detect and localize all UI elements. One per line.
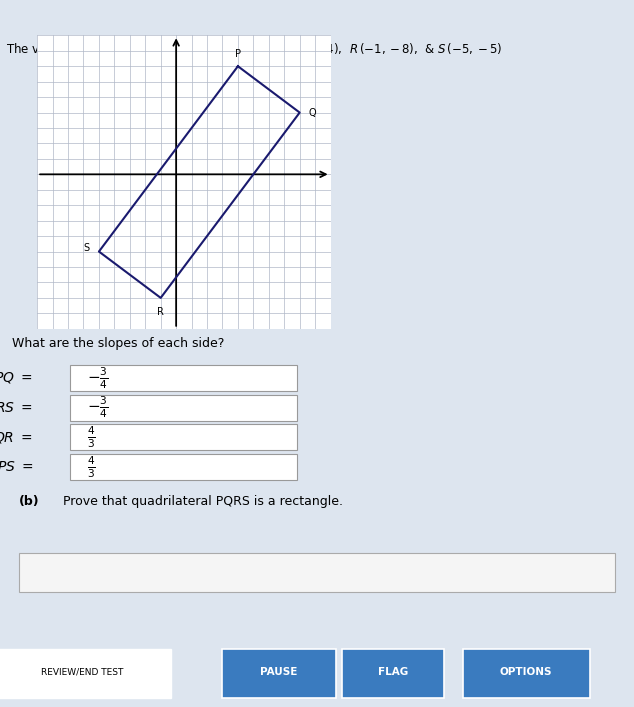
FancyBboxPatch shape bbox=[463, 649, 590, 698]
FancyBboxPatch shape bbox=[70, 365, 297, 391]
Text: REVIEW/END TEST: REVIEW/END TEST bbox=[41, 667, 124, 676]
Text: PAUSE: PAUSE bbox=[261, 667, 297, 677]
FancyBboxPatch shape bbox=[19, 554, 615, 592]
FancyBboxPatch shape bbox=[70, 454, 297, 480]
Text: $\mathit{Q}\mathit{R}$ $=$: $\mathit{Q}\mathit{R}$ $=$ bbox=[0, 430, 33, 445]
Text: $-\frac{3}{4}$: $-\frac{3}{4}$ bbox=[86, 365, 108, 391]
Text: $\frac{4}{3}$: $\frac{4}{3}$ bbox=[86, 424, 95, 450]
Text: S: S bbox=[84, 243, 89, 253]
Text: FLAG: FLAG bbox=[378, 667, 408, 677]
FancyBboxPatch shape bbox=[342, 649, 444, 698]
Text: OPTIONS: OPTIONS bbox=[500, 667, 552, 677]
Text: Prove that quadrilateral PQRS is a rectangle.: Prove that quadrilateral PQRS is a recta… bbox=[63, 495, 344, 508]
Text: What are the slopes of each side?: What are the slopes of each side? bbox=[13, 337, 224, 350]
Text: The vertices of quadrilateral $PQRS$  are:  $P\,(4,7)$,  $Q\,(8,4)$,  $R\,(-1,-8: The vertices of quadrilateral $PQRS$ are… bbox=[6, 41, 503, 58]
Text: R: R bbox=[157, 307, 164, 317]
Text: $\mathit{P}\mathit{Q}$ $=$: $\mathit{P}\mathit{Q}$ $=$ bbox=[0, 370, 33, 385]
FancyBboxPatch shape bbox=[70, 395, 297, 421]
Text: P: P bbox=[235, 49, 241, 59]
FancyBboxPatch shape bbox=[0, 649, 171, 698]
FancyBboxPatch shape bbox=[70, 424, 297, 450]
Text: $\mathit{P}\mathit{S}$ $=$: $\mathit{P}\mathit{S}$ $=$ bbox=[0, 460, 33, 474]
Text: $-\frac{3}{4}$: $-\frac{3}{4}$ bbox=[86, 395, 108, 421]
Text: Q: Q bbox=[309, 107, 316, 117]
Text: $\mathit{R}\mathit{S}$ $=$: $\mathit{R}\mathit{S}$ $=$ bbox=[0, 401, 33, 414]
Text: $\frac{4}{3}$: $\frac{4}{3}$ bbox=[86, 454, 95, 480]
Text: (b): (b) bbox=[19, 495, 40, 508]
FancyBboxPatch shape bbox=[222, 649, 336, 698]
